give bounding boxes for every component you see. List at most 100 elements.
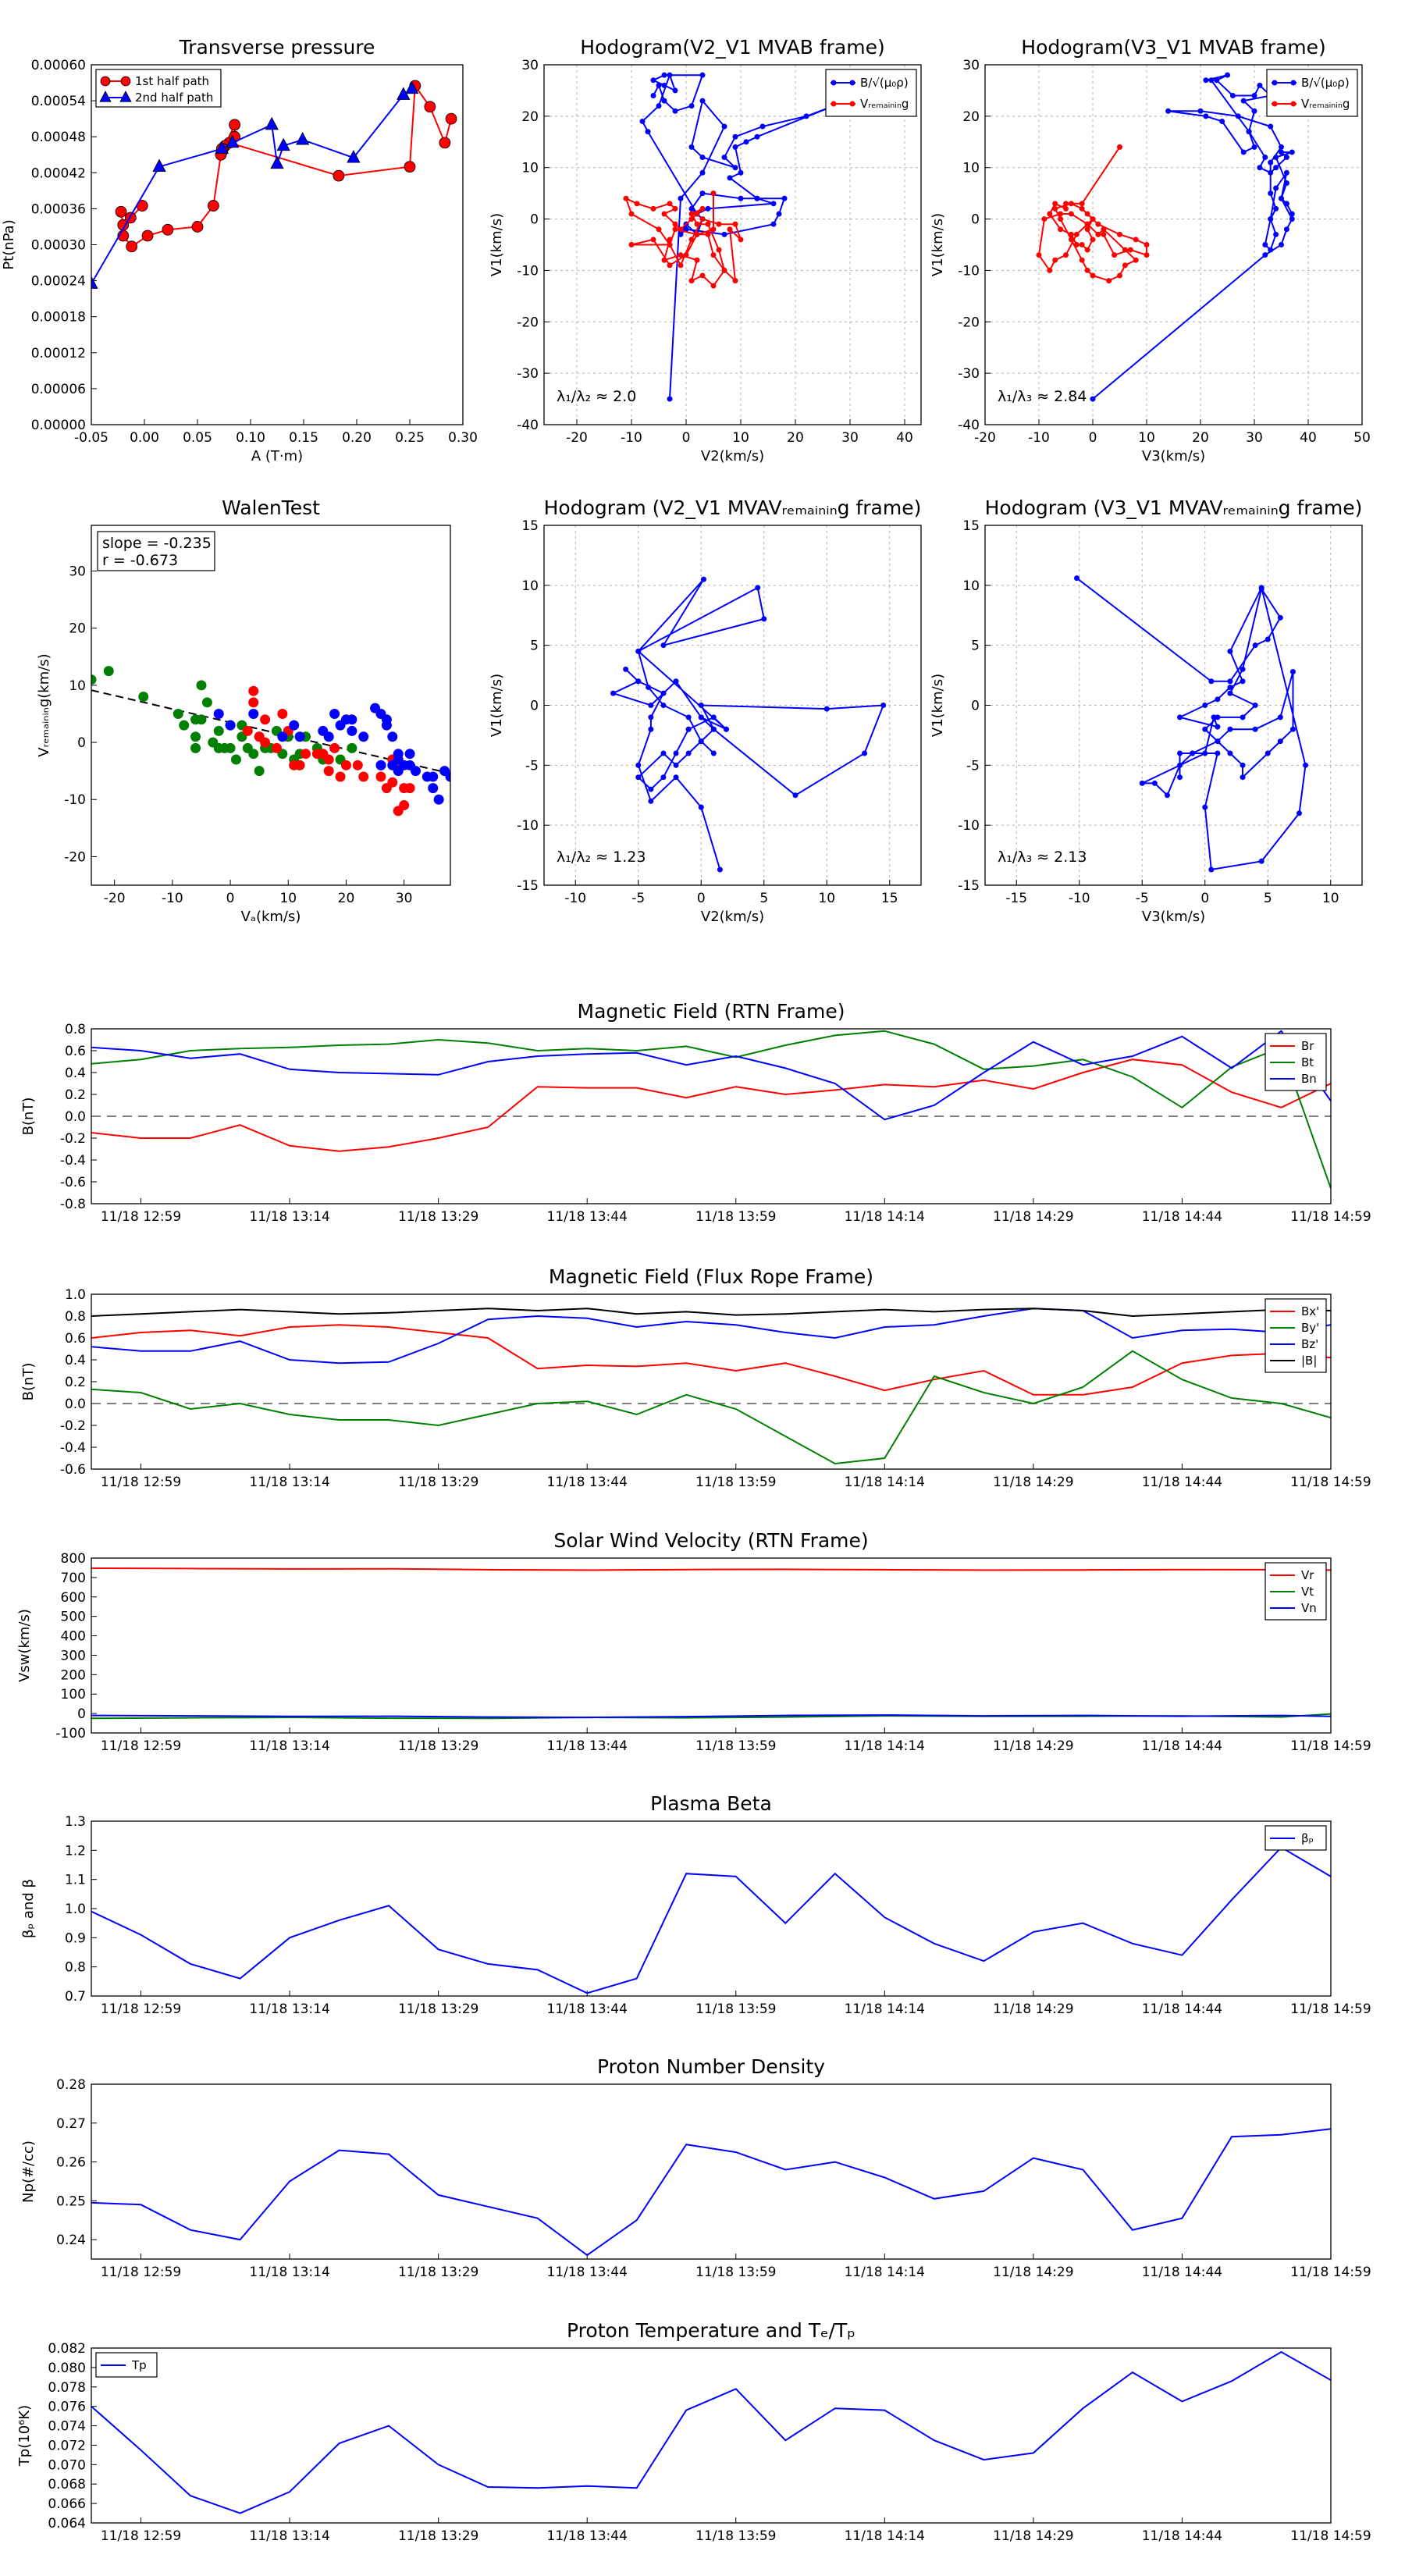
hodo_v3v1-blue-point [1235,113,1241,119]
walen-green-point [248,749,259,760]
hodo_v2v1-red-point [721,267,727,273]
mag_fr-ytick-label: 0.0 [65,1397,86,1412]
hodo_v3v1-blue-point [1262,252,1268,258]
hodo_v2v1-red-point [634,201,640,207]
walen-panel: WalenTest -20 -10 0 10 20 30 -20 -10 0 10 20 30 Vₐ(km… [36,496,451,925]
hodo_rem_v3v1-blue-point [1202,703,1208,708]
hodo_v3v1-xtick-label: 50 [1353,430,1371,446]
hodo_rem_v3v1-ytick-label: 0 [971,699,980,714]
hodo_v2v1-red-point [628,242,635,247]
beta-xtick-label: 11/18 14:14 [845,2001,925,2017]
beta-ytick-label: 1.2 [65,1843,86,1859]
hodo_v2v1-blue-point [754,195,760,201]
vsw-xtick-label: 11/18 13:29 [398,1738,478,1754]
mag_fr-ylabel: B(nT) [20,1363,37,1401]
walen-red-point [277,708,288,719]
hodo_rem_v3v1-blue-point [1240,666,1246,672]
np-xtick-label: 11/18 14:14 [845,2265,925,2280]
hodo_v2v1-ylabel: V1(km/s) [489,213,505,276]
hodo_v3v1-red-point [1073,231,1080,237]
hodo_v3v1-red-point [1068,231,1074,237]
hodo_v2v1-legend-marker [849,101,855,107]
walen-blue-point [289,720,300,731]
hodo_v2v1-red-point [705,221,711,227]
vsw-ytick-label: 600 [61,1590,86,1606]
hodo_rem_v3v1-blue-point [1264,636,1271,642]
hodo_rem_v2v1-blue-point [623,666,629,672]
vsw-xtick-label: 11/18 13:59 [695,1738,776,1754]
hodo_v2v1-blue-point [699,190,706,197]
hodo_v2v1-xtick-label: -10 [621,430,642,446]
hodo_v2v1-ytick-label: 20 [521,109,539,125]
mag_rtn-xtick-label: 11/18 13:44 [547,1209,628,1225]
walen-blue-point [410,766,421,777]
hodo_rem_v2v1-blue-point [635,774,642,781]
beta-ylabel: βₚ and β [20,1879,37,1938]
mag_fr-xtick-label: 11/18 13:44 [547,1475,628,1490]
mag_rtn-legend-label: Br [1301,1039,1314,1053]
hodo_v3v1-red-point [1106,278,1112,284]
hodo_rem_v3v1-axes-frame [984,525,1363,886]
hodo_v2v1-legend [825,69,917,117]
hodo_v2v1-red-point [661,257,667,263]
hodo_rem_v2v1-blue-point [660,690,667,696]
np-title: Proton Number Density [597,2055,825,2078]
hodo_rem_v3v1-xtick-label: 5 [1264,891,1272,906]
hodo_rem_v3v1-blue-point [1215,696,1221,703]
hodo_v3v1-ytick-label: -30 [958,366,980,382]
hodo_v2v1-red-point [699,205,706,212]
hodo_v3v1-legend-marker [1272,80,1278,86]
hodo_v2v1-red-point [694,221,700,227]
mag_rtn-ytick-label: 0.8 [65,1022,86,1037]
hodo_rem_v3v1-blue-point [1215,714,1221,720]
beta-xtick-label: 11/18 14:59 [1290,2001,1371,2017]
hodo_rem_v2v1-blue-point [755,585,761,591]
hodo_v3v1-red-point [1052,201,1058,207]
walen-blue-point [358,731,369,742]
mag_fr-legend-label: |B| [1301,1354,1317,1368]
mag_rtn-xtick-label: 11/18 14:29 [993,1209,1073,1225]
beta-ytick-label: 0.7 [65,1989,86,2005]
walen-red-point [260,714,271,725]
hodo_v2v1-red-point [623,195,629,201]
hodo_v2v1-blue-point [770,201,777,207]
tp-xlabel: A (T·m) [251,448,303,464]
hodo_rem_v2v1-axes-frame [543,525,922,886]
tp-legend-marker [119,91,132,102]
hodo_v2v1-plot-area [623,72,837,402]
walen-blue-point [329,708,340,719]
hodo_v3v1-eigen-ratio: λ₁/λ₃ ≈ 2.84 [998,388,1087,405]
tp-blue-line [91,87,413,284]
hodo_v3v1-red-point [1079,242,1085,247]
np-xtick-label: 11/18 13:29 [398,2265,478,2280]
hodo_v3v1-red-point [1095,221,1101,227]
mag_rtn-title: Magnetic Field (RTN Frame) [578,1000,845,1023]
hodo_v2v1-blue-point [656,82,662,88]
mag_fr-ytick-label: -0.2 [60,1418,86,1434]
tp-xtick-label: 0.25 [395,430,425,446]
hodo_v2v1-legend-marker [849,80,855,86]
walen-red-point [323,754,334,765]
hodo_v3v1-red-point [1095,231,1101,237]
hodo_v2v1-blue-point [639,118,646,124]
hodo_rem_v2v1-panel: Hodogram (V2_V1 MVAVᵣₑₘₐᵢₙᵢₙg frame) -10 -… [489,496,922,925]
tp-blue-marker [91,276,98,289]
mag_fr-xtick-label: 11/18 12:59 [101,1475,181,1490]
walen-red-point [271,742,282,753]
beta-xtick-label: 11/18 14:29 [993,2001,1073,2017]
hodo_v3v1-blue-point [1225,72,1230,78]
hodo_v3v1-blue-point [1279,144,1284,150]
np-ytick-label: 0.27 [56,2116,86,2132]
beta-xtick-label: 11/18 14:44 [1142,2001,1222,2017]
walen-green-point [219,742,230,753]
hodo_v2v1-blue-point [738,169,744,176]
hodo_v2v1-xtick-label: 30 [841,430,859,446]
hodo_v3v1-red-point [1047,211,1053,217]
mag_rtn-ytick-label: 0.2 [65,1087,86,1103]
hodo_v3v1-red-point [1079,201,1085,207]
walen-ytick-label: 0 [77,735,86,751]
hodo_v3v1-panel: Hodogram(V3_V1 MVAB frame) -20 -10 0 10 20 30 4… [930,36,1371,464]
beta-panel: Plasma Beta 11/18 12:59 11/18 13:14 11/18 1… [20,1792,1371,2017]
tp-legend-marker [99,91,112,102]
tp-xtick-label: 0.00 [130,430,159,446]
